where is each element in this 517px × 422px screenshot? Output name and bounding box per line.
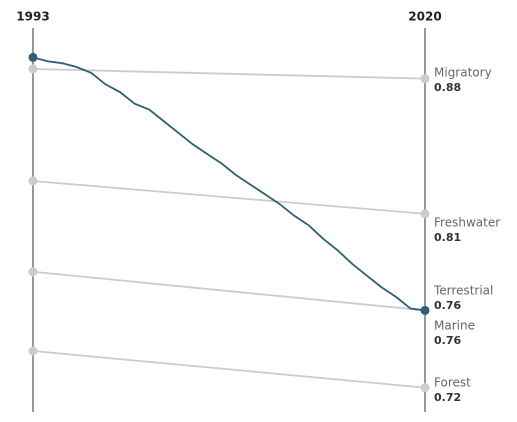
- value-label: 0.81: [434, 231, 461, 244]
- legend-label: Forest: [434, 376, 471, 390]
- point: [28, 346, 38, 356]
- legend-label: Migratory: [434, 66, 492, 80]
- series-line: [32, 180, 426, 215]
- series-line: [32, 68, 426, 80]
- point: [420, 209, 430, 219]
- point: [28, 176, 38, 186]
- point: [420, 383, 430, 393]
- series-line: [32, 270, 426, 312]
- x-tick-label: 2020: [408, 10, 441, 24]
- point: [28, 64, 38, 74]
- point: [420, 305, 430, 315]
- legend-label: Terrestrial: [433, 284, 493, 298]
- point: [28, 267, 38, 277]
- value-label: 0.72: [434, 391, 461, 404]
- series-line: [32, 56, 426, 312]
- series-line: [32, 350, 426, 389]
- x-tick-label: 1993: [16, 10, 49, 24]
- point: [28, 52, 38, 62]
- legend-label: Freshwater: [434, 216, 500, 230]
- value-label: 0.76: [434, 334, 461, 347]
- value-label: 0.88: [434, 81, 461, 94]
- value-label: 0.76: [434, 299, 461, 312]
- point: [420, 74, 430, 84]
- legend-label: Marine: [434, 319, 475, 333]
